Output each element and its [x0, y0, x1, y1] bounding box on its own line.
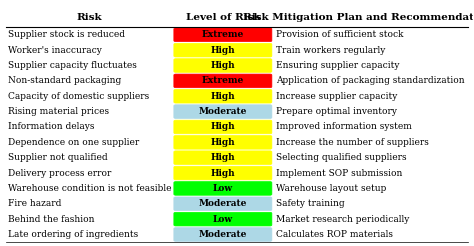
- Text: Extreme: Extreme: [202, 77, 244, 85]
- Text: Delivery process error: Delivery process error: [9, 169, 112, 178]
- Text: Fire hazard: Fire hazard: [9, 199, 62, 208]
- Text: Market research periodically: Market research periodically: [276, 215, 410, 224]
- FancyBboxPatch shape: [174, 136, 272, 149]
- Text: Behind the fashion: Behind the fashion: [9, 215, 95, 224]
- Text: Level of Risk: Level of Risk: [185, 13, 260, 22]
- Text: High: High: [210, 46, 235, 55]
- FancyBboxPatch shape: [174, 59, 272, 72]
- Text: Calculates ROP materials: Calculates ROP materials: [276, 230, 393, 239]
- FancyBboxPatch shape: [174, 120, 272, 134]
- Text: Provision of sufficient stock: Provision of sufficient stock: [276, 30, 404, 39]
- Text: Ensuring supplier capacity: Ensuring supplier capacity: [276, 61, 400, 70]
- Text: Supplier not qualified: Supplier not qualified: [9, 153, 108, 162]
- Text: Worker's inaccuracy: Worker's inaccuracy: [9, 46, 102, 55]
- Text: Risk Mitigation Plan and Recommendations: Risk Mitigation Plan and Recommendations: [243, 13, 474, 22]
- Text: Increase supplier capacity: Increase supplier capacity: [276, 92, 398, 101]
- Text: High: High: [210, 61, 235, 70]
- FancyBboxPatch shape: [174, 90, 272, 103]
- FancyBboxPatch shape: [174, 105, 272, 118]
- Text: Low: Low: [213, 215, 233, 224]
- Text: Implement SOP submission: Implement SOP submission: [276, 169, 402, 178]
- FancyBboxPatch shape: [174, 43, 272, 57]
- Text: High: High: [210, 153, 235, 162]
- FancyBboxPatch shape: [174, 28, 272, 42]
- Text: Moderate: Moderate: [199, 230, 247, 239]
- Text: Improved information system: Improved information system: [276, 123, 412, 131]
- Text: High: High: [210, 123, 235, 131]
- FancyBboxPatch shape: [174, 212, 272, 226]
- Text: Late ordering of ingredients: Late ordering of ingredients: [9, 230, 139, 239]
- Text: Prepare optimal inventory: Prepare optimal inventory: [276, 107, 397, 116]
- FancyBboxPatch shape: [174, 74, 272, 88]
- Text: Warehouse condition is not feasible: Warehouse condition is not feasible: [9, 184, 172, 193]
- Text: Moderate: Moderate: [199, 107, 247, 116]
- Text: Rising material prices: Rising material prices: [9, 107, 109, 116]
- Text: Information delays: Information delays: [9, 123, 95, 131]
- Text: High: High: [210, 92, 235, 101]
- Text: Risk: Risk: [77, 13, 102, 22]
- Text: Capacity of domestic suppliers: Capacity of domestic suppliers: [9, 92, 150, 101]
- Text: Train workers regularly: Train workers regularly: [276, 46, 385, 55]
- Text: Increase the number of suppliers: Increase the number of suppliers: [276, 138, 429, 147]
- Text: Supplier stock is reduced: Supplier stock is reduced: [9, 30, 126, 39]
- Text: Supplier capacity fluctuates: Supplier capacity fluctuates: [9, 61, 137, 70]
- Text: Application of packaging standardization: Application of packaging standardization: [276, 77, 465, 85]
- FancyBboxPatch shape: [174, 228, 272, 241]
- Text: Low: Low: [213, 184, 233, 193]
- FancyBboxPatch shape: [174, 151, 272, 165]
- FancyBboxPatch shape: [174, 197, 272, 211]
- Text: Warehouse layout setup: Warehouse layout setup: [276, 184, 386, 193]
- Text: Dependence on one supplier: Dependence on one supplier: [9, 138, 140, 147]
- Text: Selecting qualified suppliers: Selecting qualified suppliers: [276, 153, 407, 162]
- FancyBboxPatch shape: [174, 182, 272, 195]
- Text: High: High: [210, 138, 235, 147]
- Text: High: High: [210, 169, 235, 178]
- Text: Non-standard packaging: Non-standard packaging: [9, 77, 122, 85]
- Text: Safety training: Safety training: [276, 199, 345, 208]
- Text: Extreme: Extreme: [202, 30, 244, 39]
- Text: Moderate: Moderate: [199, 199, 247, 208]
- FancyBboxPatch shape: [174, 166, 272, 180]
